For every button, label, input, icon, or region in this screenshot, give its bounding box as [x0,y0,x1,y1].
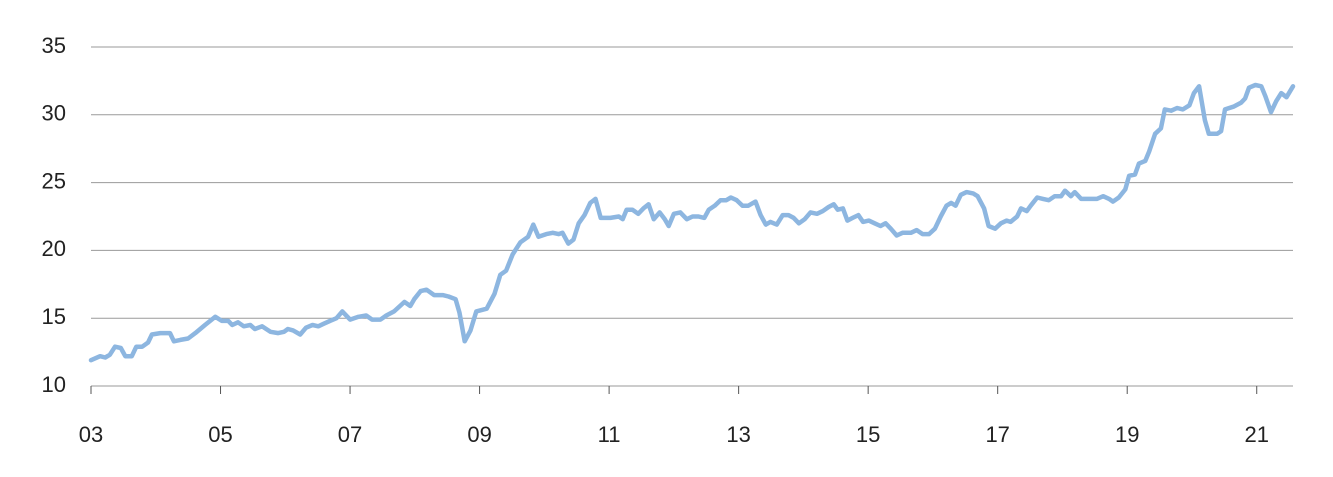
y-tick-label: 25 [42,168,66,193]
y-tick-label: 10 [42,372,66,397]
x-tick-label: 19 [1115,422,1139,447]
x-tick-label: 21 [1244,422,1268,447]
x-tick-label: 13 [726,422,750,447]
x-tick-label: 11 [598,422,621,447]
x-tick-label: 17 [985,422,1009,447]
x-tick-label: 15 [856,422,880,447]
y-tick-label: 15 [42,304,66,329]
y-tick-label: 20 [42,236,66,261]
x-tick-label: 03 [79,422,103,447]
y-tick-label: 30 [42,101,66,126]
x-tick-label: 05 [208,422,232,447]
line [88,82,1296,363]
x-tick-label: 07 [338,422,362,447]
y-tick-label: 35 [42,33,66,58]
x-tick-label: 09 [467,422,491,447]
